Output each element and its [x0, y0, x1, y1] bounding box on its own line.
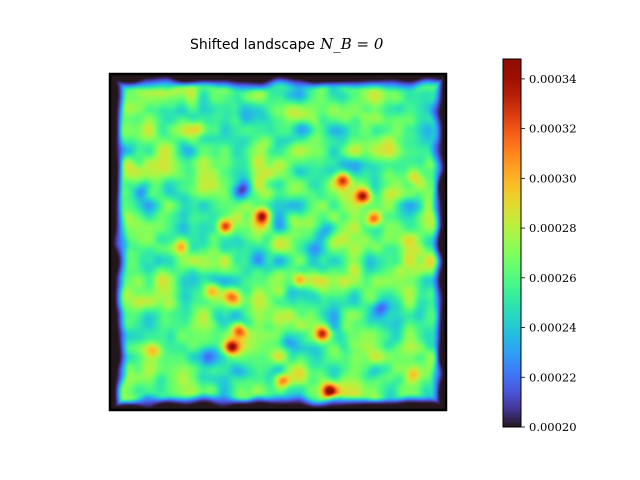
- colorbar-gradient: [503, 59, 521, 427]
- colorbar-tick-label: 0.00032: [529, 122, 577, 136]
- colorbar-tick-label: 0.00034: [529, 72, 577, 86]
- plot-frame: [108, 72, 448, 412]
- colorbar-tick-label: 0.00028: [529, 221, 577, 235]
- title-math: N_B = 0: [319, 35, 384, 53]
- title-text: Shifted landscape: [190, 37, 315, 53]
- colorbar-tick-label: 0.00020: [529, 420, 577, 434]
- heatmap-plot-area: [108, 72, 448, 412]
- chart-title: Shifted landscape N_B = 0: [190, 35, 384, 53]
- colorbar: 0.00020 0.00022 0.00024 0.00026 0.00028 0.000…: [502, 58, 577, 434]
- colorbar-frame: [502, 58, 522, 428]
- colorbar-tick-label: 0.00022: [529, 370, 577, 384]
- colorbar-ticks: 0.00020 0.00022 0.00024 0.00026 0.00028 0.000…: [521, 72, 577, 434]
- colorbar-tick-label: 0.00030: [529, 171, 577, 185]
- colorbar-tick-label: 0.00024: [529, 321, 577, 335]
- heatmap-image: [110, 74, 446, 410]
- colorbar-tick-label: 0.00026: [529, 271, 577, 285]
